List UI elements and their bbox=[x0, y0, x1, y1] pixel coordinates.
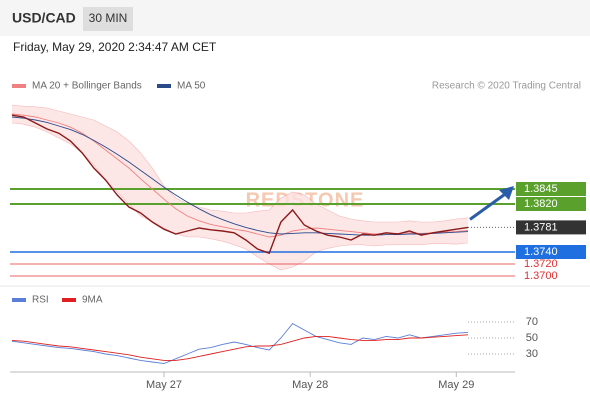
series-line bbox=[11, 334, 469, 361]
level-label: 1.3845 bbox=[524, 183, 558, 195]
symbol: USD/CAD bbox=[12, 10, 76, 26]
level-box bbox=[516, 220, 586, 235]
forecast-arrowhead bbox=[499, 186, 514, 200]
x-tick-label: May 29 bbox=[438, 379, 474, 391]
level-label: 1.3740 bbox=[524, 246, 558, 258]
legend-swatch bbox=[62, 298, 76, 302]
level-label: 1.3720 bbox=[524, 258, 558, 270]
x-tick-label: May 28 bbox=[292, 379, 328, 391]
price-line bbox=[11, 114, 469, 255]
level-label: 1.3700 bbox=[524, 270, 558, 282]
level-label: 1.3820 bbox=[524, 198, 558, 210]
x-tick-label: May 27 bbox=[146, 379, 182, 391]
y-tick-label: 70 bbox=[526, 316, 538, 328]
level-box bbox=[516, 245, 586, 259]
legend-swatch bbox=[12, 84, 26, 88]
legend-swatch bbox=[12, 298, 26, 302]
level-box bbox=[516, 197, 586, 211]
legend-label: MA 50 bbox=[177, 81, 206, 92]
band-lower bbox=[11, 122, 469, 271]
band-upper bbox=[11, 104, 469, 223]
series-line bbox=[11, 323, 469, 365]
credit: Research © 2020 Trading Central bbox=[432, 81, 581, 92]
interval-box bbox=[83, 7, 133, 31]
series-line bbox=[11, 116, 469, 236]
level-label: 1.3781 bbox=[524, 221, 558, 233]
legend-label: 9MA bbox=[82, 295, 103, 306]
y-tick-label: 30 bbox=[526, 348, 538, 360]
y-tick-label: 50 bbox=[526, 332, 538, 344]
legend-label: MA 20 + Bollinger Bands bbox=[32, 81, 142, 92]
band-fill bbox=[12, 105, 468, 270]
interval: 30 MIN bbox=[89, 11, 128, 25]
timestamp: Friday, May 29, 2020 2:34:47 AM CET bbox=[13, 40, 217, 54]
legend-swatch bbox=[157, 84, 171, 88]
legend-label: RSI bbox=[32, 295, 49, 306]
level-box bbox=[516, 182, 586, 196]
forecast-arrow bbox=[469, 190, 509, 221]
